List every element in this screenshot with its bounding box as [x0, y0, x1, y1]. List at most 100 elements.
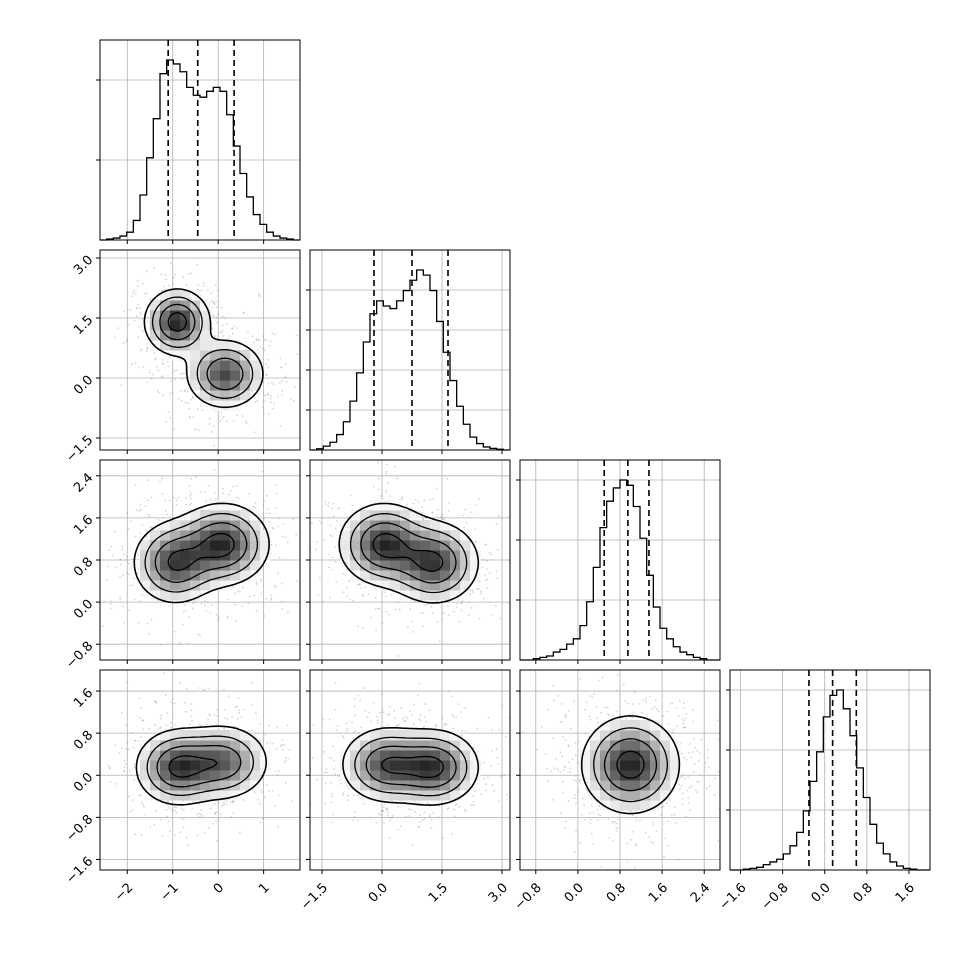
panel-2-3-density-cell — [640, 750, 651, 761]
panel-1-2-point — [377, 489, 379, 491]
panel-2-3-point — [585, 733, 587, 735]
panel-0-3-point — [265, 734, 267, 736]
panel-0-3-density-cell — [220, 760, 231, 771]
panel-2-3-point — [578, 779, 580, 781]
panel-1-2-density-cell — [420, 560, 431, 571]
panel-2-3-point — [682, 723, 684, 725]
panel-0-3-point — [140, 707, 142, 709]
panel-0-2-density-cell — [240, 560, 251, 571]
panel-0-3-point — [170, 722, 172, 724]
panel-0-3-point — [288, 758, 290, 760]
panel-0-3-point — [189, 723, 191, 725]
panel-2-3-point — [575, 755, 577, 757]
panel-0-3-point — [227, 718, 229, 720]
panel-1-3-point — [505, 736, 507, 738]
panel-0-1-point — [211, 300, 213, 302]
panel-0-1-point — [157, 390, 159, 392]
panel-0-3-point — [168, 807, 170, 809]
panel-0-1-point — [219, 421, 221, 423]
panel-0-3-point — [160, 718, 162, 720]
panel-0-3-point — [314, 767, 316, 769]
panel-2-3-point — [655, 831, 657, 833]
panel-1-2-point — [268, 478, 270, 480]
panel-2-3-point — [568, 710, 570, 712]
panel-0-2-point — [200, 491, 202, 493]
panel-1-3-point — [346, 730, 348, 732]
panel-0-2-point — [160, 644, 162, 646]
panel-1-2-point — [399, 609, 401, 611]
panel-0-3-density-cell — [240, 760, 251, 771]
panel-0-3-point — [170, 727, 172, 729]
panel-0-3-density-cell — [240, 750, 251, 761]
panel-1-2-point — [360, 587, 362, 589]
panel-1-3-density-cell — [390, 760, 401, 771]
panel-0-3-point — [135, 740, 137, 742]
panel-2-3-point — [625, 718, 627, 720]
panel-1-3-point — [392, 815, 394, 817]
panel-1-3-point — [326, 768, 328, 770]
panel-0-2-point — [283, 523, 285, 525]
panel-0-2-point — [222, 492, 224, 494]
panel-1-3-point — [368, 711, 370, 713]
panel-0-1-point — [223, 317, 225, 319]
panel-0-2-point — [146, 530, 148, 532]
panel-0-2-point — [141, 594, 143, 596]
panel-1-2-point — [496, 524, 498, 526]
panel-0-1-point — [187, 402, 189, 404]
panel-0-3-point — [131, 732, 133, 734]
panel-2-3-point — [583, 804, 585, 806]
panel-0-3-point — [174, 702, 176, 704]
panel-0-2-point — [238, 497, 240, 499]
panel-0-2-point — [114, 531, 116, 533]
panel-0-2-point — [119, 596, 121, 598]
panel-1-3-point — [354, 698, 356, 700]
panel-0-3-density-cell — [180, 780, 191, 791]
panel-0-2-point — [119, 598, 121, 600]
panel-0-1-point — [123, 342, 125, 344]
panel-0-2-point — [295, 534, 297, 536]
panel-0-3-point — [204, 688, 206, 690]
panel-1-3-density-cell — [400, 740, 411, 751]
panel-0-1-point — [134, 320, 136, 322]
panel-1-3-point — [493, 790, 495, 792]
panel-2-3-point — [589, 719, 591, 721]
panel-1-2-point — [319, 520, 321, 522]
panel-1-2-point — [377, 608, 379, 610]
panel-0-2-density-cell — [250, 520, 261, 531]
panel-0-2-point — [122, 574, 124, 576]
panel-1-2-density-cell — [370, 540, 381, 551]
panel-1-2-point — [423, 500, 425, 502]
panel-1-2-point — [287, 529, 289, 531]
panel-2-3-point — [661, 806, 663, 808]
panel-1-3-point — [381, 810, 383, 812]
panel-0-1-point — [130, 309, 132, 311]
panel-0-1-point — [223, 335, 225, 337]
panel-1-2-density-cell — [380, 500, 391, 511]
panel-2-3-point — [634, 867, 636, 869]
panel-0-3-point — [170, 701, 172, 703]
panel-0-3-point — [174, 809, 176, 811]
panel-0-3-point — [202, 689, 204, 691]
panel-0-1-point — [297, 353, 299, 355]
panel-0-2-point — [172, 505, 174, 507]
panel-0-1-point — [273, 403, 275, 405]
panel-0-1-point — [267, 359, 269, 361]
panel-1-2-point — [335, 581, 337, 583]
panel-2-3-point — [562, 792, 564, 794]
panel-1-3-density-cell — [400, 760, 411, 771]
panel-2-3-point — [695, 789, 697, 791]
panel-0-3-point — [259, 803, 261, 805]
panel-0-1-point — [182, 373, 184, 375]
panel-0-2-density-cell — [180, 550, 191, 561]
panel-1-2-point — [401, 496, 403, 498]
panel-1-3-point — [455, 717, 457, 719]
panel-1-2-point — [489, 572, 491, 574]
panel-0-1-point — [232, 333, 234, 335]
panel-0-2-point — [192, 608, 194, 610]
panel-2-3-point — [568, 800, 570, 802]
panel-1-3-point — [480, 793, 482, 795]
panel-0-1-point — [258, 339, 260, 341]
panel-0-2-point — [227, 617, 229, 619]
panel-0-2-point — [275, 544, 277, 546]
panel-2-3-point — [674, 643, 676, 645]
